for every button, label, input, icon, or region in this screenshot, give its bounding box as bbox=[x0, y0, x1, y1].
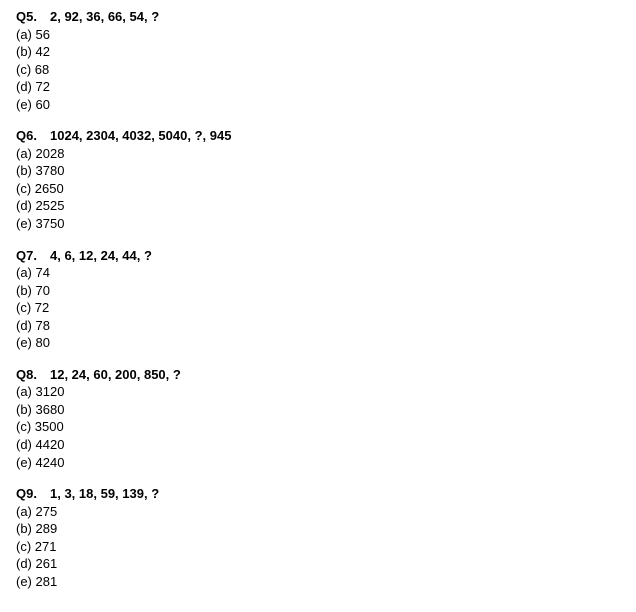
question-option: (a) 56 bbox=[16, 26, 636, 44]
option-label: (e) bbox=[16, 335, 32, 350]
option-label: (e) bbox=[16, 97, 32, 112]
question-number: Q5. bbox=[16, 8, 50, 26]
option-label: (d) bbox=[16, 556, 32, 571]
option-value: 3120 bbox=[36, 384, 65, 399]
question-option: (c) 271 bbox=[16, 538, 636, 556]
option-value: 56 bbox=[36, 27, 50, 42]
option-value: 72 bbox=[35, 300, 49, 315]
option-value: 2028 bbox=[36, 146, 65, 161]
option-label: (c) bbox=[16, 62, 31, 77]
question-sequence: 1024, 2304, 4032, 5040, ?, 945 bbox=[50, 128, 231, 143]
question-option: (a) 74 bbox=[16, 264, 636, 282]
question-7: Q7.4, 6, 12, 24, 44, ? (a) 74 (b) 70 (c)… bbox=[16, 247, 636, 352]
question-option: (a) 3120 bbox=[16, 383, 636, 401]
question-8: Q8.12, 24, 60, 200, 850, ? (a) 3120 (b) … bbox=[16, 366, 636, 471]
option-label: (b) bbox=[16, 521, 32, 536]
question-option: (b) 3680 bbox=[16, 401, 636, 419]
question-number: Q9. bbox=[16, 485, 50, 503]
question-option: (e) 281 bbox=[16, 573, 636, 591]
question-number: Q6. bbox=[16, 127, 50, 145]
question-9: Q9.1, 3, 18, 59, 139, ? (a) 275 (b) 289 … bbox=[16, 485, 636, 590]
option-label: (c) bbox=[16, 181, 31, 196]
question-sequence: 4, 6, 12, 24, 44, ? bbox=[50, 248, 152, 263]
option-label: (b) bbox=[16, 44, 32, 59]
option-value: 271 bbox=[35, 539, 57, 554]
option-value: 74 bbox=[36, 265, 50, 280]
option-value: 3750 bbox=[36, 216, 65, 231]
option-value: 72 bbox=[36, 79, 50, 94]
option-label: (d) bbox=[16, 79, 32, 94]
option-value: 281 bbox=[36, 574, 58, 589]
option-label: (d) bbox=[16, 198, 32, 213]
question-option: (b) 70 bbox=[16, 282, 636, 300]
option-value: 4420 bbox=[36, 437, 65, 452]
option-value: 42 bbox=[36, 44, 50, 59]
option-label: (a) bbox=[16, 265, 32, 280]
question-option: (d) 4420 bbox=[16, 436, 636, 454]
option-value: 2525 bbox=[36, 198, 65, 213]
option-label: (a) bbox=[16, 504, 32, 519]
question-option: (b) 3780 bbox=[16, 162, 636, 180]
option-value: 3500 bbox=[35, 419, 64, 434]
question-option: (a) 275 bbox=[16, 503, 636, 521]
option-value: 289 bbox=[36, 521, 58, 536]
question-sequence: 12, 24, 60, 200, 850, ? bbox=[50, 367, 181, 382]
question-heading: Q7.4, 6, 12, 24, 44, ? bbox=[16, 247, 636, 265]
option-value: 70 bbox=[36, 283, 50, 298]
question-6: Q6.1024, 2304, 4032, 5040, ?, 945 (a) 20… bbox=[16, 127, 636, 232]
question-option: (b) 42 bbox=[16, 43, 636, 61]
question-number: Q7. bbox=[16, 247, 50, 265]
option-label: (d) bbox=[16, 437, 32, 452]
question-number: Q8. bbox=[16, 366, 50, 384]
question-heading: Q9.1, 3, 18, 59, 139, ? bbox=[16, 485, 636, 503]
option-value: 261 bbox=[36, 556, 58, 571]
question-option: (e) 3750 bbox=[16, 215, 636, 233]
option-value: 68 bbox=[35, 62, 49, 77]
option-value: 3780 bbox=[36, 163, 65, 178]
question-heading: Q6.1024, 2304, 4032, 5040, ?, 945 bbox=[16, 127, 636, 145]
option-label: (b) bbox=[16, 283, 32, 298]
question-sequence: 2, 92, 36, 66, 54, ? bbox=[50, 9, 159, 24]
option-value: 3680 bbox=[36, 402, 65, 417]
option-label: (b) bbox=[16, 163, 32, 178]
option-label: (c) bbox=[16, 300, 31, 315]
question-option: (d) 78 bbox=[16, 317, 636, 335]
option-label: (b) bbox=[16, 402, 32, 417]
option-value: 4240 bbox=[36, 455, 65, 470]
option-label: (a) bbox=[16, 146, 32, 161]
option-value: 2650 bbox=[35, 181, 64, 196]
option-label: (e) bbox=[16, 574, 32, 589]
question-option: (d) 72 bbox=[16, 78, 636, 96]
option-value: 80 bbox=[36, 335, 50, 350]
question-5: Q5.2, 92, 36, 66, 54, ? (a) 56 (b) 42 (c… bbox=[16, 8, 636, 113]
question-option: (a) 2028 bbox=[16, 145, 636, 163]
option-label: (e) bbox=[16, 455, 32, 470]
option-value: 78 bbox=[36, 318, 50, 333]
option-label: (a) bbox=[16, 27, 32, 42]
question-option: (b) 289 bbox=[16, 520, 636, 538]
question-heading: Q8.12, 24, 60, 200, 850, ? bbox=[16, 366, 636, 384]
question-option: (c) 3500 bbox=[16, 418, 636, 436]
question-sequence: 1, 3, 18, 59, 139, ? bbox=[50, 486, 159, 501]
question-option: (c) 72 bbox=[16, 299, 636, 317]
option-label: (d) bbox=[16, 318, 32, 333]
question-option: (c) 2650 bbox=[16, 180, 636, 198]
question-option: (e) 80 bbox=[16, 334, 636, 352]
question-option: (c) 68 bbox=[16, 61, 636, 79]
option-value: 275 bbox=[36, 504, 58, 519]
option-label: (c) bbox=[16, 419, 31, 434]
question-heading: Q5.2, 92, 36, 66, 54, ? bbox=[16, 8, 636, 26]
option-label: (a) bbox=[16, 384, 32, 399]
question-option: (d) 2525 bbox=[16, 197, 636, 215]
option-value: 60 bbox=[36, 97, 50, 112]
question-option: (d) 261 bbox=[16, 555, 636, 573]
option-label: (e) bbox=[16, 216, 32, 231]
question-option: (e) 60 bbox=[16, 96, 636, 114]
question-option: (e) 4240 bbox=[16, 454, 636, 472]
option-label: (c) bbox=[16, 539, 31, 554]
